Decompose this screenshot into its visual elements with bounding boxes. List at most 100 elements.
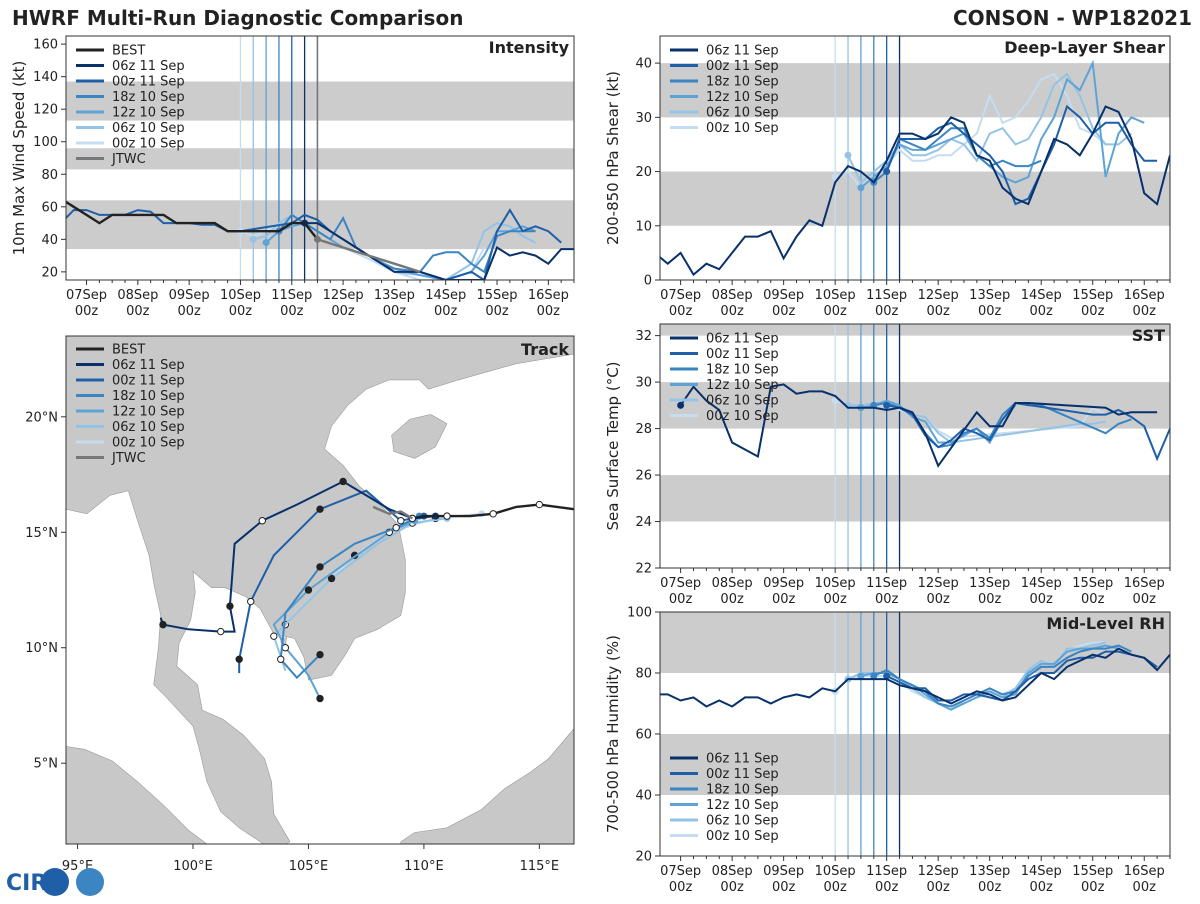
track-point (339, 477, 347, 486)
track-best-point (443, 512, 451, 520)
shear-legend-label: 18z 10 Sep (706, 75, 779, 90)
shear-xtick-day: 08Sep (712, 288, 753, 303)
intensity-panel: 2040608010012014016007Sep00z08Sep00z09Se… (10, 35, 575, 319)
track-point (316, 505, 324, 513)
sst-init-marker-00z-11-Sep (883, 401, 891, 409)
logo-globe-icon (41, 868, 69, 896)
track-point (226, 602, 234, 610)
sst-xtick-day: 16Sep (1124, 576, 1165, 591)
logo-text: CIRA (6, 871, 64, 896)
sst-plot-area (660, 324, 1170, 568)
shear-xtick-hour: 00z (823, 304, 847, 319)
intensity-band-1 (66, 148, 574, 170)
shear-ytick-label: 0 (644, 274, 652, 289)
shear-legend-label: 12z 10 Sep (706, 90, 779, 105)
track-lon-label: 115°E (520, 859, 560, 874)
shear-init-marker-00z-11-Sep (883, 168, 891, 176)
sst-xtick-hour: 00z (823, 592, 847, 607)
sst-ytick-label: 22 (635, 562, 652, 577)
rh-xtick-day: 12Sep (918, 864, 959, 879)
rh-series-06z-11-Sep (660, 647, 1170, 708)
intensity-xtick-hour: 00z (229, 304, 253, 319)
sst-band-0 (660, 475, 1170, 522)
track-06z-11-Sep (159, 480, 436, 633)
track-map-area (66, 336, 574, 844)
rh-xtick-hour: 00z (875, 880, 899, 895)
track-frame (65, 335, 575, 845)
shear-xtick-hour: 00z (875, 304, 899, 319)
sst-xtick-day: 14Sep (1021, 576, 1062, 591)
intensity-ylabel: 10m Max Wind Speed (kt) (10, 61, 28, 256)
rh-ytick-label: 100 (627, 606, 652, 621)
sst-legend-label: 06z 10 Sep (706, 394, 779, 409)
intensity-ytick-label: 100 (33, 135, 58, 150)
track-point (392, 523, 400, 532)
rh-xtick-day: 13Sep (969, 864, 1010, 879)
sst-xtick-day: 13Sep (969, 576, 1010, 591)
track-point (159, 620, 167, 629)
track-title: Track (521, 340, 569, 359)
intensity-frame (65, 35, 575, 281)
rh-title: Mid-Level RH (1046, 614, 1165, 633)
sst-series-00z-11-Sep (886, 401, 1170, 462)
intensity-jtwc-line (317, 238, 421, 274)
rh-xtick-day: 16Sep (1124, 864, 1165, 879)
rh-xtick-hour: 00z (720, 880, 744, 895)
track-point (327, 574, 336, 583)
shear-xtick-hour: 00z (720, 304, 744, 319)
shear-xtick-day: 09Sep (763, 288, 804, 303)
rh-ylabel: 700-500 hPa Humidity (%) (604, 635, 622, 833)
rh-xtick-hour: 00z (669, 880, 693, 895)
rh-xtick-day: 07Sep (660, 864, 701, 879)
intensity-xtick-day: 08Sep (117, 288, 158, 303)
track-18z-10-Sep (279, 515, 420, 680)
track-lon-label: 110°E (404, 859, 444, 874)
intensity-ytick-label: 60 (41, 200, 58, 215)
shear-ytick-label: 10 (635, 219, 652, 234)
sst-xtick-hour: 00z (978, 592, 1002, 607)
shear-xtick-day: 07Sep (660, 288, 701, 303)
intensity-xtick-hour: 00z (177, 304, 201, 319)
intensity-legend-label: 00z 10 Sep (112, 137, 185, 152)
shear-series-06z-11-Sep (660, 105, 1170, 277)
intensity-legend-label: 18z 10 Sep (112, 90, 185, 105)
shear-xtick-hour: 00z (978, 304, 1002, 319)
sst-xtick-day: 11Sep (866, 576, 907, 591)
sst-xtick-day: 10Sep (815, 576, 856, 591)
shear-legend-label: 00z 11 Sep (706, 59, 779, 74)
shear-xtick-day: 12Sep (918, 288, 959, 303)
intensity-jtwc-marker (313, 235, 321, 243)
rh-xtick-hour: 00z (926, 880, 950, 895)
undefined (391, 414, 448, 459)
sst-title: SST (1132, 326, 1165, 345)
shear-band-0 (660, 171, 1170, 226)
shear-xtick-hour: 00z (772, 304, 796, 319)
intensity-xtick-day: 14Sep (425, 288, 466, 303)
shear-legend-label: 06z 11 Sep (706, 44, 779, 59)
intensity-init-marker-12z-10-Sep (262, 239, 270, 247)
shear-ytick-label: 30 (635, 111, 652, 126)
intensity-ytick-label: 20 (41, 265, 58, 280)
shear-xtick-hour: 00z (1030, 304, 1054, 319)
shear-xtick-hour: 00z (1133, 304, 1157, 319)
rh-xtick-hour: 00z (1133, 880, 1157, 895)
track-point (258, 517, 266, 525)
sst-xtick-day: 15Sep (1072, 576, 1113, 591)
track-lat-label: 5°N (34, 757, 59, 772)
shear-frame (659, 35, 1171, 281)
track-best (412, 503, 574, 520)
shear-init-marker-12z-10-Sep (857, 184, 865, 192)
undefined (66, 746, 208, 844)
track-point (217, 627, 225, 636)
intensity-xtick-hour: 00z (537, 304, 561, 319)
track-legend-label: 00z 11 Sep (112, 374, 185, 389)
rh-series-18z-10-Sep (873, 644, 1132, 708)
rh-init-marker-18z-10-Sep (870, 672, 878, 680)
rh-xtick-hour: 00z (978, 880, 1002, 895)
rh-legend-label: 12z 10 Sep (706, 798, 779, 813)
rh-legend-label: 00z 10 Sep (706, 829, 779, 844)
sst-series-06z-11-Sep (679, 383, 1158, 468)
